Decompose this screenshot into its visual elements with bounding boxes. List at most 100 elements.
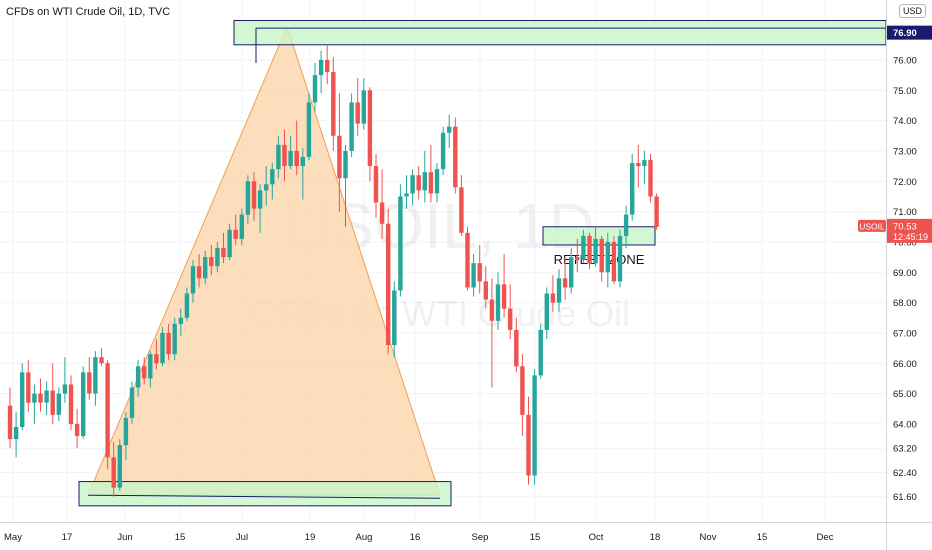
candle-body <box>459 187 464 233</box>
candle-body <box>617 235 623 282</box>
candle <box>196 254 202 288</box>
candle <box>526 396 531 485</box>
candle-body <box>105 363 110 458</box>
candle-body <box>239 214 244 239</box>
candle <box>392 281 397 358</box>
candle <box>343 144 348 227</box>
candle <box>135 360 141 397</box>
price-tick-label: 75.00 <box>893 86 917 97</box>
candle <box>81 366 86 440</box>
candle <box>178 308 183 336</box>
time-tick-label: 19 <box>305 532 316 543</box>
candle <box>459 175 464 236</box>
candle <box>44 381 49 415</box>
candle-body <box>270 169 275 185</box>
candle-body <box>209 257 214 267</box>
candle-body <box>154 354 159 364</box>
candle-body <box>331 72 336 136</box>
currency-badge[interactable]: USD <box>898 4 926 18</box>
candle <box>99 348 104 367</box>
candle <box>26 360 31 412</box>
candle <box>471 254 476 297</box>
candle-body <box>623 214 629 236</box>
candle-body <box>38 393 43 403</box>
candle-body <box>81 372 86 437</box>
candle-body <box>196 266 202 279</box>
candle-body <box>288 150 293 167</box>
candle <box>239 208 244 245</box>
candle-body <box>422 172 427 191</box>
candle <box>20 363 25 431</box>
candle <box>410 169 415 206</box>
candle <box>325 44 330 85</box>
candle <box>300 147 305 200</box>
chart-title: CFDs on WTI Crude Oil, 1D, TVC <box>6 6 171 18</box>
price-tick-label: 71.00 <box>893 207 917 218</box>
candle <box>605 232 610 288</box>
candle-body <box>483 281 488 300</box>
time-tick-label: 18 <box>650 532 661 543</box>
candle <box>331 56 336 151</box>
candle-body <box>20 372 25 427</box>
candle <box>123 411 129 461</box>
candle-layer <box>7 44 659 497</box>
candle <box>575 238 580 273</box>
time-tick-label: May <box>4 532 22 543</box>
support-line <box>87 494 441 499</box>
time-tick-label: Nov <box>700 532 717 543</box>
price-tick-label: 70.00 <box>893 237 917 248</box>
candle-body <box>440 132 446 170</box>
candle <box>654 193 659 230</box>
candle-body <box>7 405 13 440</box>
candle <box>7 387 13 449</box>
candle <box>355 78 360 136</box>
candle <box>398 184 403 297</box>
candle <box>593 226 598 267</box>
candle <box>367 87 373 182</box>
candle-body <box>654 196 659 227</box>
time-tick-label: Dec <box>817 532 834 543</box>
candle-body <box>373 166 379 203</box>
candle <box>270 163 275 200</box>
candle-body <box>538 329 543 376</box>
candle-body <box>611 241 617 282</box>
zone-box <box>233 20 887 46</box>
candle <box>617 229 623 288</box>
time-tick-label: 15 <box>530 532 541 543</box>
candle-body <box>599 238 604 273</box>
candle-body <box>410 175 415 194</box>
price-tick-label: 64.00 <box>893 419 917 430</box>
candle-body <box>532 375 537 476</box>
candle <box>349 93 354 158</box>
price-tick-label: 65.00 <box>893 389 917 400</box>
candle <box>440 126 446 176</box>
bar-countdown: 12:45:19 <box>893 232 928 242</box>
candle-body <box>282 144 287 167</box>
candle <box>318 50 324 94</box>
candle <box>129 381 135 424</box>
price-tick-label: 66.00 <box>893 359 917 370</box>
candle-body <box>428 172 434 194</box>
candle <box>245 175 251 224</box>
candle-body <box>404 193 409 197</box>
candle-body <box>74 423 80 437</box>
candle <box>379 169 385 239</box>
candle-body <box>447 126 452 133</box>
candle <box>514 317 519 373</box>
candle-body <box>569 257 574 288</box>
candle-body <box>264 184 269 191</box>
retest-zone-label: RETEST ZONE <box>554 252 645 267</box>
candle-body <box>306 102 312 158</box>
candle-body <box>135 366 141 388</box>
candle-body <box>581 235 586 261</box>
candle-body <box>251 181 257 209</box>
time-tick-label: Jul <box>236 532 248 543</box>
candle-body <box>361 90 366 124</box>
candle-body <box>117 445 122 488</box>
candle <box>483 266 488 309</box>
candle-body <box>276 144 281 170</box>
candle <box>501 254 507 318</box>
